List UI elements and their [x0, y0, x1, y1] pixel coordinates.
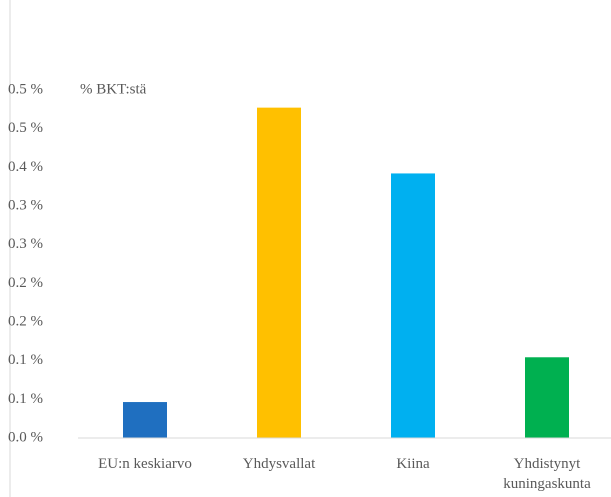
y-tick-label: 0.1 % — [8, 352, 43, 368]
x-tick-label: Yhdistynyt kuningaskunta — [503, 456, 591, 492]
x-tick-label: Kiina — [396, 456, 430, 472]
y-tick-label: 0.3 % — [8, 236, 43, 252]
y-tick-label: 0.2 % — [8, 313, 43, 329]
bar — [525, 357, 569, 438]
y-axis-label: % BKT:stä — [80, 81, 147, 97]
bar — [391, 173, 435, 438]
y-tick-label: 0.4 % — [8, 159, 43, 175]
y-tick-label: 0.5 % — [8, 120, 43, 136]
y-tick-label: 0.5 % — [8, 81, 43, 97]
y-tick-label: 0.1 % — [8, 391, 43, 407]
bar — [257, 107, 301, 439]
y-tick-label: 0.2 % — [8, 275, 43, 291]
bar — [123, 402, 167, 438]
y-tick-label: 0.0 % — [8, 429, 43, 445]
x-tick-label: EU:n keskiarvo — [98, 456, 192, 472]
y-tick-label: 0.3 % — [8, 197, 43, 213]
x-tick-label: Yhdysvallat — [242, 456, 316, 472]
